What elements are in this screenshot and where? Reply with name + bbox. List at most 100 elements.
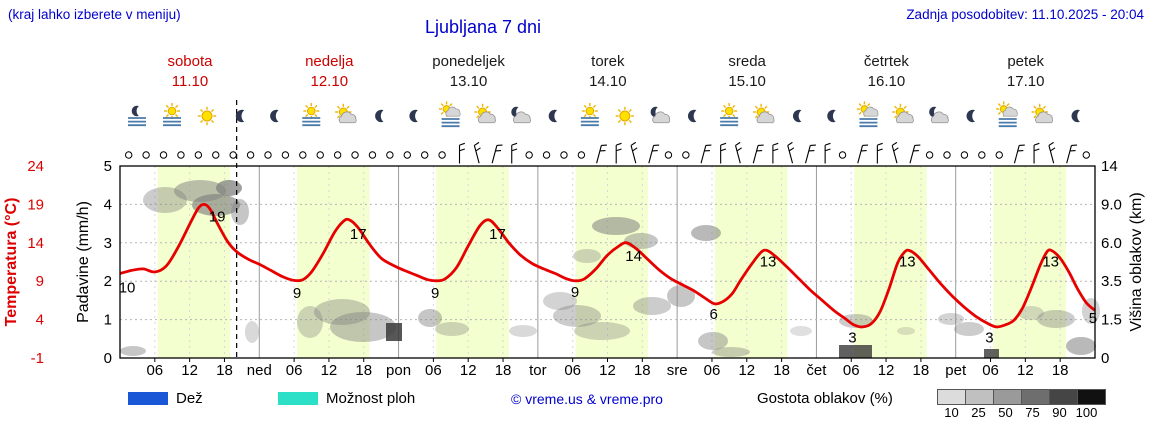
cloud-icon [930,111,949,124]
weather-icon-moon [827,109,836,123]
sun-ray [314,114,318,118]
cloud-area [297,306,323,338]
cloud-axis-tick: 0 [1101,350,1109,367]
temp-value-label: 3 [848,329,856,346]
temp-axis-tick: 9 [36,273,44,290]
day-name: petek [1007,53,1045,70]
wind-calm-icon [386,151,394,159]
weather-icon-sun [615,106,635,126]
sun-icon [164,103,180,119]
cloud-area [216,180,242,196]
wind-barb-icon [891,141,899,164]
cloud-area [592,217,640,235]
wind-barb-icon [615,142,622,164]
moon-icon [409,109,418,123]
cloud-area [938,313,964,325]
sun-ray [199,119,204,124]
temp-value-label: 9 [431,285,439,302]
cloud-area [897,327,915,335]
sun-ray [199,108,204,113]
cloud-area [698,332,728,350]
weather-icon-moon [270,109,279,123]
weather-icon-fogsun [580,103,599,127]
temp-axis-tick: 24 [27,158,44,175]
cloud-area [790,326,812,336]
day-header: sobota 11.10 [120,52,260,92]
sun-ray [314,104,318,108]
sun-ray [336,105,341,109]
sun-ray [997,103,1001,107]
wind-calm-icon [333,151,342,159]
sun-disc [306,106,316,116]
wind-calm-icon [664,151,673,159]
wind-barb-icon [648,144,660,164]
wind-barb-lines [630,141,638,164]
day-abbr-label: čet [806,362,827,379]
sun-ray [1033,115,1037,119]
weather-icon-moon [235,109,245,123]
sun-ray [336,115,341,119]
hour-label: 18 [634,362,651,379]
hour-label: 18 [1052,362,1069,379]
precip-axis-tick: 0 [104,350,112,367]
wind-barb-icon [491,144,503,164]
wind-barb-icon [734,141,742,164]
cloud-icon [652,111,671,124]
temp-value-label: 13 [1042,253,1059,270]
sun-ray [858,103,862,107]
sun-icon [303,103,320,119]
sun-ray [617,108,621,113]
wind-barb-lines [720,142,727,164]
wind-barb-lines [857,144,869,164]
temp-axis-tick: 4 [36,312,44,329]
temp-value-label: 10 [119,280,136,297]
hour-label: 12 [1017,362,1034,379]
cloud-area [574,322,630,340]
cloud-icon [863,106,879,117]
hour-label: 06 [982,362,999,379]
hour-label: 12 [599,362,616,379]
day-date: 17.10 [1006,73,1045,90]
day-abbr-label: sre [667,362,688,379]
wind-calm-icon [525,151,533,159]
wind-calm-icon [978,151,986,159]
cloud-density-ticks: 10 25 50 75 90 100 [938,405,1100,420]
sun-ray [894,105,898,109]
wind-barb-icon [772,142,779,164]
wind-barb-lines [876,142,883,164]
temp-value-label: 17 [350,226,367,243]
copyright-link[interactable]: © vreme.us & vreme.pro [511,391,663,407]
temp-value-label: 13 [899,253,916,270]
wind-calm-icon [682,151,690,159]
sun-ray [722,104,727,108]
cloud-axis-tick: 9.0 [1101,196,1122,213]
hour-label: 18 [913,362,930,379]
wind-calm-icon [316,151,324,159]
temp-value-label: 6 [710,306,718,323]
wind-calm-icon [142,151,150,159]
wind-barb-lines [511,142,518,164]
density-tick-label: 75 [1025,405,1040,420]
cloud-area [1066,337,1096,355]
density-tick-label: 10 [944,405,959,420]
temp-value-label: 19 [209,208,226,225]
sun-ray [732,114,736,118]
cloud-icon [1035,111,1054,124]
sun-icon [615,106,635,126]
sun-ray [867,103,871,107]
dense-cloud-area [386,323,402,341]
sun-icon [721,103,738,119]
cloud-axis-tick: 3.5 [1101,273,1122,290]
sun-icon [197,106,217,126]
wind-barb-icon [700,144,712,164]
hour-label: 06 [704,362,721,379]
cloud-area [120,346,146,356]
weather-icon-fogmoon [128,105,146,127]
temp-axis-tick: -1 [31,350,44,367]
temp-value-label: 14 [625,248,642,265]
hour-label: 06 [146,362,163,379]
cloud-axis-title: Višina oblakov (km) [1128,192,1145,331]
wind-calm-icon [246,151,255,159]
showers-legend-swatch [278,392,318,405]
day-header: torek 14.10 [538,52,678,92]
